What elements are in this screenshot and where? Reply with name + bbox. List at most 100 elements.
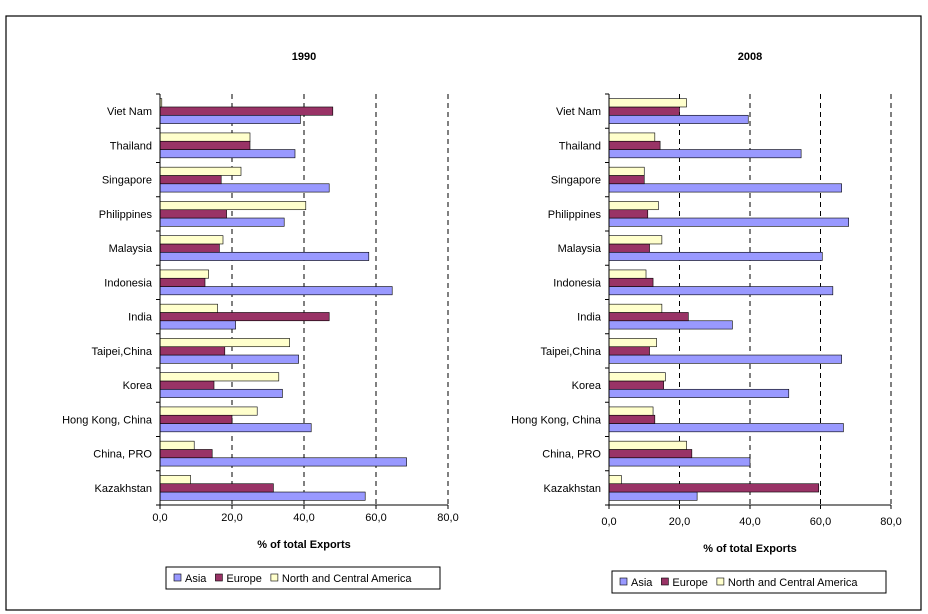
bar-europe <box>159 277 206 287</box>
bar-north-and-central-america <box>159 166 242 176</box>
x-axis-label: % of total Exports <box>703 543 797 555</box>
bar-north-and-central-america <box>159 338 290 348</box>
bar-europe <box>608 346 650 356</box>
bar-europe <box>608 277 654 287</box>
bar-asia <box>608 320 733 330</box>
category-label: Thailand <box>559 140 601 152</box>
bar-europe <box>159 106 334 116</box>
category-label: Indonesia <box>553 277 602 289</box>
chart-2008: 2008 Viet Nam Thailand Singapore Philippines… <box>511 51 902 594</box>
category-label: Viet Nam <box>107 106 152 118</box>
bar-europe <box>608 312 689 322</box>
legend-box <box>611 570 887 594</box>
legend: Asia Europe North and Central America <box>165 566 441 590</box>
bar-europe <box>159 346 226 356</box>
bar-north-and-central-america <box>608 269 647 279</box>
chart-title: 2008 <box>738 51 762 63</box>
bar-europe <box>608 175 645 185</box>
category-label: India <box>128 312 153 324</box>
bar-asia <box>608 354 842 364</box>
bar-north-and-central-america <box>159 201 307 211</box>
category-label: Malaysia <box>109 243 153 255</box>
x-tick-label: 80,0 <box>437 512 458 524</box>
bar-north-and-central-america <box>159 475 191 485</box>
bar-north-and-central-america <box>159 303 218 313</box>
category-label: Viet Nam <box>556 106 601 118</box>
bar-north-and-central-america <box>608 372 666 382</box>
bar-asia <box>608 217 849 227</box>
bar-asia <box>159 114 301 124</box>
bar-north-and-central-america <box>159 269 209 279</box>
category-label: Philippines <box>99 209 153 221</box>
bar-europe <box>159 312 330 322</box>
category-label: Kazakhstan <box>95 483 152 495</box>
x-tick-label: 40,0 <box>293 512 314 524</box>
bar-europe <box>608 140 661 150</box>
bar-europe <box>159 209 227 219</box>
x-tick-label: 0,0 <box>601 516 616 528</box>
category-label: Hong Kong, China <box>62 414 153 426</box>
bar-north-and-central-america <box>159 406 258 416</box>
category-label: China, PRO <box>93 449 152 461</box>
x-tick-label: 60,0 <box>810 516 831 528</box>
bar-north-and-central-america <box>608 338 657 348</box>
category-label: China, PRO <box>542 449 601 461</box>
bar-north-and-central-america <box>608 406 654 416</box>
bar-europe <box>608 106 680 116</box>
bar-europe <box>608 243 650 253</box>
bar-north-and-central-america <box>608 235 663 245</box>
bar-north-and-central-america <box>159 372 280 382</box>
category-label: Kazakhstan <box>544 483 601 495</box>
bar-asia <box>159 388 283 398</box>
legend-swatch <box>173 573 182 582</box>
bar-europe <box>159 380 215 390</box>
bar-europe <box>159 175 222 185</box>
bar-europe <box>159 449 213 459</box>
legend-swatch <box>619 577 628 586</box>
bar-asia <box>159 491 366 501</box>
chart-1990: 1990 Viet Nam Thailand Singapore Philippines… <box>62 51 459 590</box>
x-tick-label: 40,0 <box>739 516 760 528</box>
legend-label: Asia <box>631 577 653 589</box>
bar-north-and-central-america <box>159 132 251 142</box>
legend-swatch <box>215 573 223 582</box>
bar-north-and-central-america <box>608 132 656 142</box>
legend-label: North and Central America <box>282 573 412 585</box>
category-label: Malaysia <box>558 243 602 255</box>
x-tick-label: 60,0 <box>365 512 386 524</box>
category-label: Indonesia <box>104 277 153 289</box>
bar-asia <box>608 491 698 501</box>
bar-asia <box>608 388 790 398</box>
bar-europe <box>159 414 233 424</box>
bar-north-and-central-america <box>608 440 687 450</box>
x-tick-label: 0,0 <box>152 512 167 524</box>
bar-asia <box>159 217 285 227</box>
legend-swatch <box>716 577 725 586</box>
x-axis-label: % of total Exports <box>257 539 351 551</box>
bar-north-and-central-america <box>608 303 663 313</box>
category-label: Korea <box>123 380 153 392</box>
category-label: Taipei,China <box>540 346 601 358</box>
bar-asia <box>159 354 299 364</box>
bar-asia <box>608 183 842 193</box>
figure-frame <box>5 15 922 611</box>
category-label: Thailand <box>110 140 152 152</box>
bar-asia <box>159 183 330 193</box>
category-label: Korea <box>572 380 602 392</box>
bar-europe <box>608 380 664 390</box>
bar-europe <box>608 414 656 424</box>
category-label: Philippines <box>548 209 602 221</box>
legend-label: Europe <box>226 573 261 585</box>
bar-europe <box>608 483 820 493</box>
bar-asia <box>159 251 370 261</box>
bar-north-and-central-america <box>608 98 687 108</box>
bar-asia <box>608 149 802 159</box>
bar-asia <box>608 251 823 261</box>
bar-asia <box>159 286 393 296</box>
bar-europe <box>608 449 693 459</box>
bar-asia <box>608 114 749 124</box>
legend: Asia Europe North and Central America <box>611 570 887 594</box>
legend-swatch <box>661 577 669 586</box>
legend-swatch <box>270 573 279 582</box>
bar-asia <box>159 320 236 330</box>
